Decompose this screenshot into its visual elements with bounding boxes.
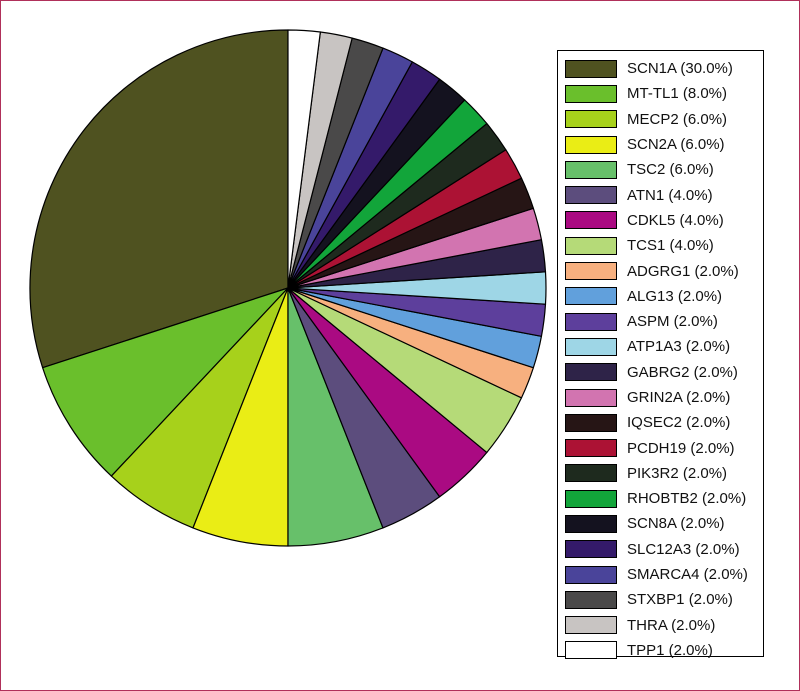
legend-label: GRIN2A (2.0%) [627,389,731,406]
legend-item-cdkl5: CDKL5 (4.0%) [558,208,763,233]
legend-item-gabrg2: GABRG2 (2.0%) [558,360,763,385]
legend-swatch [565,135,617,154]
legend-item-grin2a: GRIN2A (2.0%) [558,385,763,410]
legend-label: RHOBTB2 (2.0%) [627,490,747,508]
legend-label: MECP2 (6.0%) [627,110,728,128]
legend-label: ATP1A3 (2.0%) [627,338,731,356]
legend-item-tpp1: TPP1 (2.0%) [558,638,763,663]
legend-swatch [565,413,617,432]
legend-item-mecp2: MECP2 (6.0%) [558,107,763,132]
pie-slice-tpp1 [287,29,321,289]
legend-swatch [565,590,617,609]
legend-item-rhobtb2: RHOBTB2 (2.0%) [558,486,763,511]
legend-label: ADGRG1 (2.0%) [627,262,739,280]
legend-label: THRA (2.0%) [627,616,716,634]
legend-swatch [565,363,617,382]
legend-swatch [565,514,617,533]
legend-item-thra: THRA (2.0%) [558,613,763,638]
pie-slice-scn1a [29,29,289,369]
legend-label: SCN2A (6.0%) [627,136,725,154]
legend-label: ATN1 (4.0%) [627,186,713,204]
legend-swatch [565,59,617,78]
pie-slice-mt-tl1 [42,287,289,477]
legend-swatch [565,540,617,559]
legend-item-atp1a3: ATP1A3 (2.0%) [558,334,763,359]
legend-swatch [565,84,617,103]
legend-item-alg13: ALG13 (2.0%) [558,284,763,309]
legend-item-scn8a: SCN8A (2.0%) [558,511,763,536]
legend-label: CDKL5 (4.0%) [627,211,724,229]
legend-swatch [565,160,617,179]
legend-item-scn2a: SCN2A (6.0%) [558,132,763,157]
legend-swatch [565,489,617,508]
legend-item-slc12a3: SLC12A3 (2.0%) [558,537,763,562]
legend-swatch [565,439,617,458]
legend-swatch [565,110,617,129]
legend-label: SCN8A (2.0%) [627,515,725,533]
legend-item-mt-tl1: MT-TL1 (8.0%) [558,81,763,106]
legend-label: TPP1 (2.0%) [627,641,713,659]
legend-label: SMARCA4 (2.0%) [627,566,748,584]
legend-item-tcs1: TCS1 (4.0%) [558,233,763,258]
legend: SCN1A (30.0%) MT-TL1 (8.0%) MECP2 (6.0%) SC… [557,50,764,660]
legend-label: TSC2 (6.0%) [627,161,714,179]
legend-label: MT-TL1 (8.0%) [627,85,728,103]
legend-label: STXBP1 (2.0%) [627,591,733,609]
legend-item-aspm: ASPM (2.0%) [558,309,763,334]
legend-swatch [565,464,617,483]
legend-item-iqsec2: IQSEC2 (2.0%) [558,410,763,435]
legend-swatch [565,337,617,356]
legend-swatch [565,616,617,635]
legend-label: IQSEC2 (2.0%) [627,414,731,432]
legend-swatch [565,565,617,584]
legend-label: SLC12A3 (2.0%) [627,540,740,558]
legend-label: ALG13 (2.0%) [627,287,723,305]
legend-swatch [565,312,617,331]
legend-item-scn1a: SCN1A (30.0%) [558,56,763,81]
legend-label: PIK3R2 (2.0%) [627,464,728,482]
legend-item-tsc2: TSC2 (6.0%) [558,157,763,182]
legend-item-pcdh19: PCDH19 (2.0%) [558,435,763,460]
legend-swatch [565,388,617,407]
legend-swatch [565,641,617,660]
legend-item-stxbp1: STXBP1 (2.0%) [558,587,763,612]
legend-item-adgrg1: ADGRG1 (2.0%) [558,258,763,283]
legend-item-smarca4: SMARCA4 (2.0%) [558,562,763,587]
legend-swatch [565,186,617,205]
legend-swatch [565,287,617,306]
legend-label: SCN1A (30.0%) [627,60,733,78]
legend-swatch [565,236,617,255]
legend-label: GABRG2 (2.0%) [627,363,738,381]
legend-item-pik3r2: PIK3R2 (2.0%) [558,461,763,486]
legend-swatch [565,262,617,281]
legend-label: ASPM (2.0%) [627,313,718,331]
legend-label: TCS1 (4.0%) [627,237,714,255]
legend-swatch [565,211,617,230]
legend-label: PCDH19 (2.0%) [627,439,735,457]
legend-item-atn1: ATN1 (4.0%) [558,182,763,207]
